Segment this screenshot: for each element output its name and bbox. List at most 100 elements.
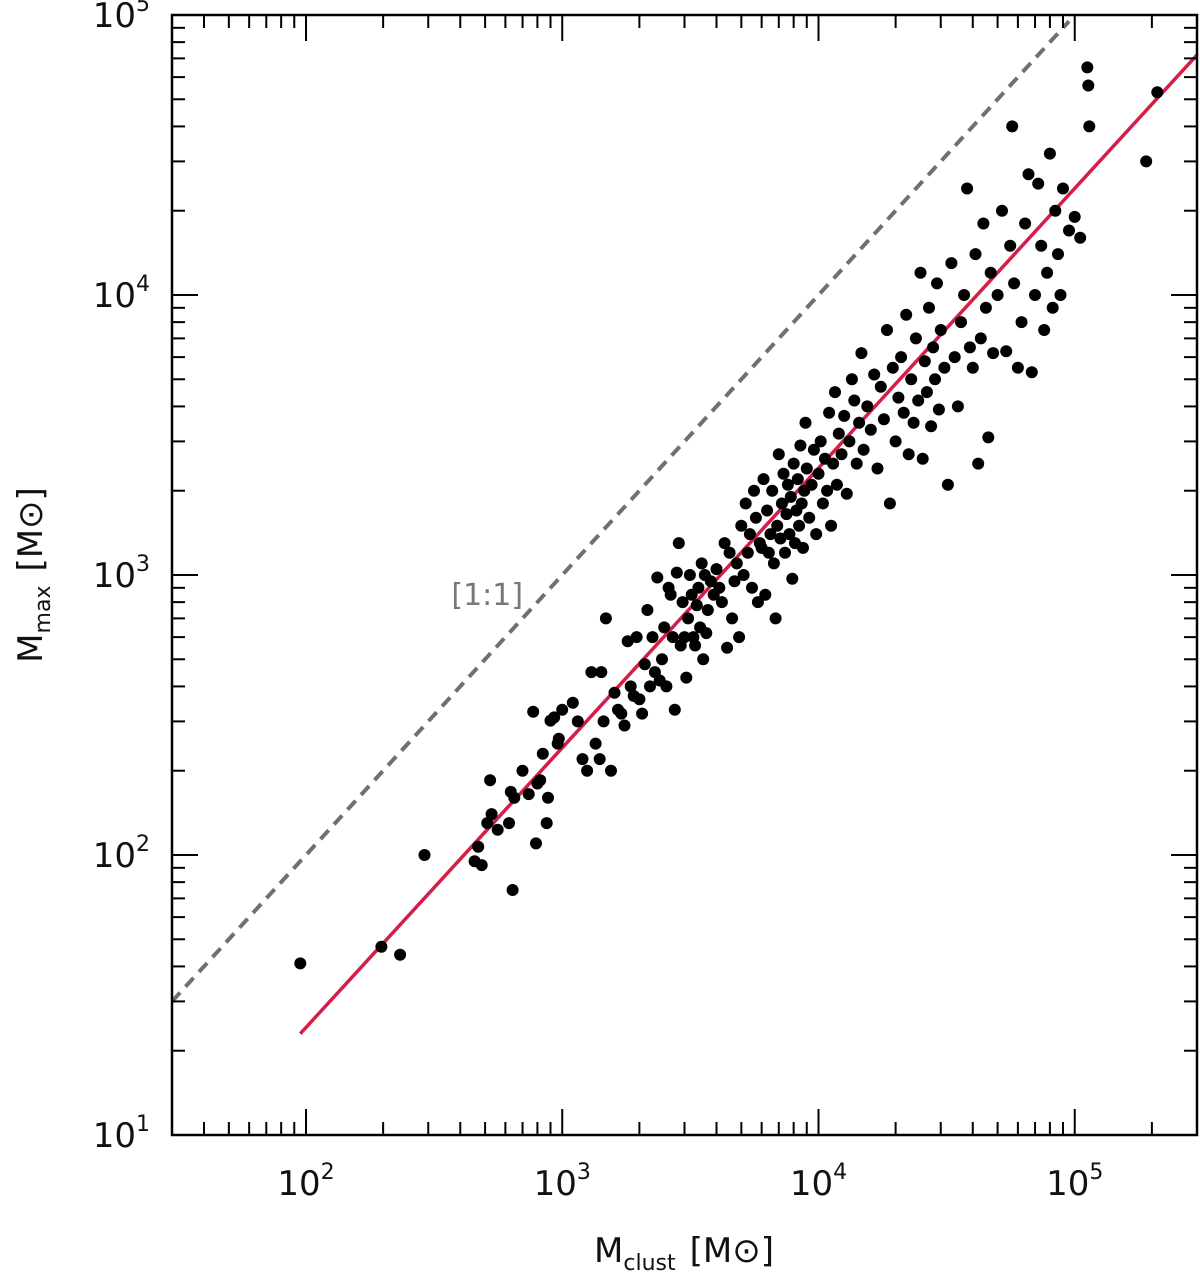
y-axis-title-unit: [M⊙] bbox=[11, 487, 51, 571]
data-point bbox=[979, 301, 992, 314]
data-point bbox=[599, 612, 612, 625]
data-point bbox=[608, 686, 621, 699]
data-point bbox=[786, 572, 799, 585]
data-point bbox=[701, 604, 714, 616]
data-point bbox=[1019, 217, 1032, 230]
data-point bbox=[690, 599, 703, 612]
data-point bbox=[692, 581, 705, 594]
data-point bbox=[907, 416, 920, 429]
data-point bbox=[918, 355, 931, 368]
data-point bbox=[853, 416, 866, 429]
data-point bbox=[895, 351, 908, 364]
data-point bbox=[644, 680, 656, 693]
data-point bbox=[672, 537, 685, 550]
data-point bbox=[548, 711, 561, 724]
data-point bbox=[1081, 61, 1094, 74]
data-point bbox=[1052, 248, 1064, 261]
data-point bbox=[530, 837, 542, 850]
data-point bbox=[660, 680, 673, 693]
data-point bbox=[618, 719, 631, 732]
data-point bbox=[1035, 239, 1048, 252]
data-point bbox=[941, 478, 954, 491]
data-point bbox=[1015, 316, 1028, 329]
data-point bbox=[932, 403, 945, 416]
data-point bbox=[605, 764, 617, 777]
data-point bbox=[666, 631, 679, 644]
data-point bbox=[774, 532, 787, 545]
data-point bbox=[905, 373, 918, 386]
data-point bbox=[931, 277, 943, 290]
data-point bbox=[977, 217, 990, 230]
data-point bbox=[769, 612, 782, 625]
data-point bbox=[761, 504, 774, 517]
data-point bbox=[835, 448, 848, 461]
data-point bbox=[916, 452, 929, 465]
data-point bbox=[638, 658, 651, 671]
data-point bbox=[775, 497, 788, 510]
data-point bbox=[700, 627, 713, 640]
data-point bbox=[991, 289, 1004, 301]
data-point bbox=[814, 435, 827, 448]
data-point bbox=[680, 671, 693, 684]
data-point bbox=[566, 696, 579, 709]
data-point bbox=[829, 386, 841, 399]
x-axis-title: Mclust [M⊙] bbox=[594, 1231, 774, 1275]
data-point bbox=[741, 546, 754, 559]
data-point bbox=[781, 478, 794, 491]
data-point bbox=[695, 557, 708, 570]
data-point bbox=[670, 566, 683, 579]
data-point bbox=[825, 519, 838, 532]
data-point bbox=[800, 462, 813, 475]
x-tick-label: 102 bbox=[277, 1160, 334, 1204]
data-point bbox=[536, 747, 549, 760]
data-point bbox=[651, 571, 664, 584]
data-point bbox=[927, 341, 940, 354]
data-point bbox=[641, 604, 654, 616]
data-point bbox=[542, 791, 554, 804]
data-point bbox=[925, 420, 938, 433]
data-point bbox=[871, 462, 884, 475]
data-point bbox=[540, 817, 553, 830]
data-point bbox=[636, 707, 649, 720]
one-to-one-line bbox=[172, 19, 1071, 1003]
y-axis-title-sub: max bbox=[31, 586, 56, 634]
data-point bbox=[902, 448, 915, 461]
data-point bbox=[484, 774, 497, 787]
data-point bbox=[772, 448, 785, 461]
y-axis-title: Mmax [M⊙] bbox=[11, 487, 56, 663]
data-point bbox=[710, 563, 723, 576]
data-point bbox=[909, 332, 922, 345]
y-tick-label: 105 bbox=[93, 0, 150, 36]
x-axis-title-unit: [M⊙] bbox=[690, 1231, 774, 1271]
data-point bbox=[534, 774, 547, 787]
data-point bbox=[767, 557, 780, 570]
data-point bbox=[418, 849, 431, 861]
data-point bbox=[857, 443, 870, 456]
data-point bbox=[1000, 345, 1013, 358]
data-point bbox=[746, 581, 758, 594]
data-point bbox=[506, 884, 519, 896]
data-point bbox=[704, 575, 717, 588]
data-point bbox=[683, 569, 696, 581]
x-tick-label: 105 bbox=[1046, 1160, 1103, 1204]
data-point bbox=[713, 581, 726, 594]
data-point bbox=[1063, 224, 1075, 237]
data-point bbox=[945, 257, 958, 270]
data-point bbox=[1049, 204, 1062, 217]
data-point bbox=[974, 332, 987, 345]
data-point bbox=[900, 308, 913, 321]
data-point bbox=[868, 368, 881, 381]
data-point bbox=[850, 457, 863, 470]
data-point bbox=[889, 435, 902, 448]
x-axis-title-sub: clust bbox=[623, 1251, 676, 1275]
data-point bbox=[892, 391, 905, 404]
data-point bbox=[972, 457, 985, 470]
data-point bbox=[503, 817, 515, 830]
data-point bbox=[664, 588, 677, 601]
data-point bbox=[914, 266, 927, 279]
data-point bbox=[861, 400, 874, 413]
data-point bbox=[581, 764, 594, 777]
data-point bbox=[621, 635, 634, 648]
data-point bbox=[668, 703, 681, 716]
data-point bbox=[840, 487, 853, 500]
